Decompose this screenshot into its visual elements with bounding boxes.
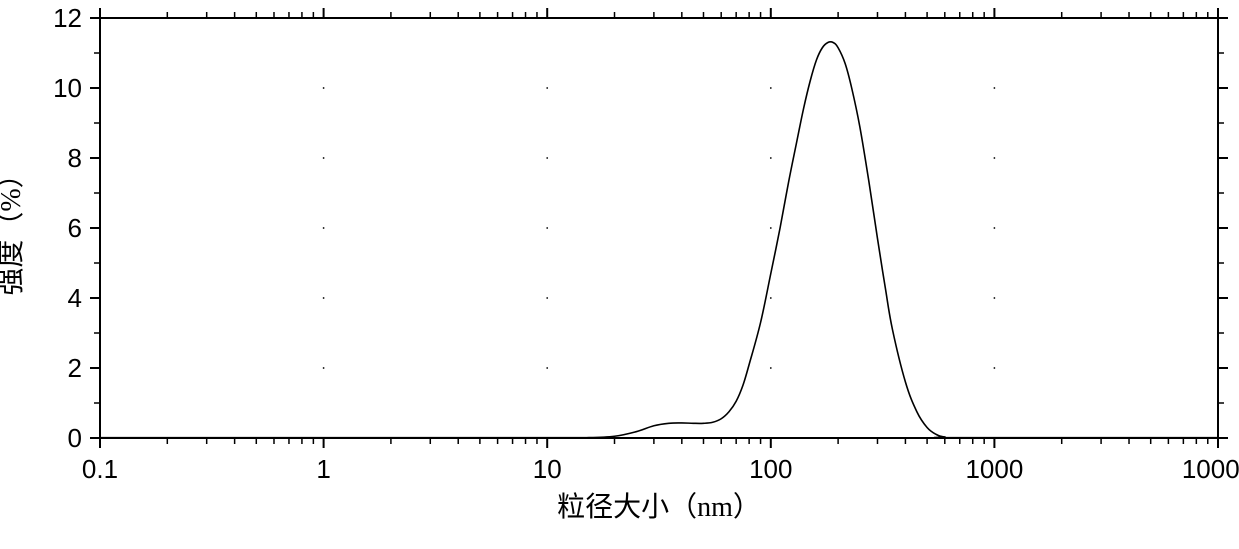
y-tick-label: 8 xyxy=(68,143,82,173)
y-tick-label: 2 xyxy=(68,353,82,383)
x-tick-label: 1000 xyxy=(965,454,1023,484)
x-tick-label: 10000 xyxy=(1182,454,1239,484)
y-tick-label: 10 xyxy=(53,73,82,103)
y-tick-label: 0 xyxy=(68,423,82,453)
x-tick-label: 100 xyxy=(749,454,792,484)
x-axis-title: 粒径大小（nm） xyxy=(557,491,761,523)
y-tick-label: 12 xyxy=(53,3,82,33)
particle-size-chart: 0.1 1 10 100 1000 10000 粒径大小（nm） 0 2 4 6 8 10 12 强度（%） xyxy=(0,0,1239,549)
x-tick-label: 1 xyxy=(316,454,330,484)
y-tick-label: 6 xyxy=(68,213,82,243)
y-tick-label: 4 xyxy=(68,283,82,313)
y-axis-title: 强度（%） xyxy=(0,160,27,295)
x-tick-label: 10 xyxy=(533,454,562,484)
x-tick-label: 0.1 xyxy=(82,454,118,484)
